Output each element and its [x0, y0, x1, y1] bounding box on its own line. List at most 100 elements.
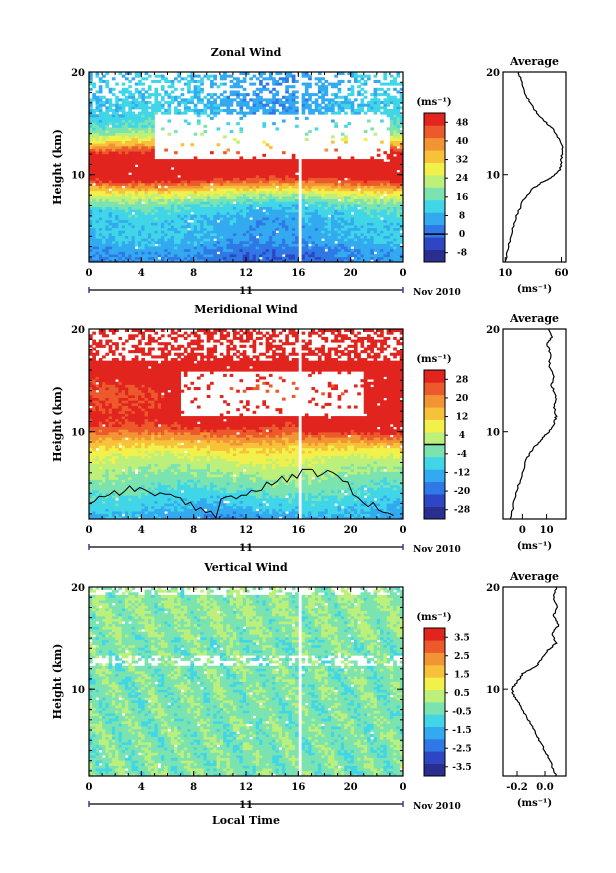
heatmap-cell [223, 170, 227, 173]
heatmap-cell [393, 127, 397, 130]
heatmap-cell [285, 230, 289, 233]
heatmap-cell [197, 257, 201, 260]
heatmap-cell [115, 122, 119, 125]
heatmap-cell [233, 188, 237, 191]
heatmap-cell [338, 80, 342, 83]
heatmap-cell [334, 233, 338, 236]
heatmap-cell [370, 241, 374, 244]
heatmap-cell [341, 254, 345, 257]
heatmap-cell [292, 236, 296, 239]
heatmap-cell [311, 183, 315, 186]
heatmap-cell [315, 209, 319, 212]
heatmap-cell [135, 133, 139, 136]
heatmap-cell [148, 120, 152, 123]
heatmap-cell [226, 188, 230, 191]
heatmap-cell [190, 249, 194, 252]
heatmap-cell [331, 193, 335, 196]
heatmap-cell [239, 246, 243, 249]
heatmap-cell [374, 164, 378, 167]
heatmap-cell [325, 90, 329, 93]
heatmap-cell [203, 159, 207, 162]
heatmap-cell [115, 104, 119, 107]
heatmap-cell [396, 212, 400, 215]
heatmap-cell [118, 238, 122, 241]
heatmap-cell [197, 88, 201, 91]
heatmap-cell [99, 156, 103, 159]
heatmap-cell [190, 80, 194, 83]
heatmap-cell [377, 193, 381, 196]
heatmap-cell [190, 167, 194, 170]
heatmap-cell [132, 207, 136, 210]
heatmap-cell [328, 246, 332, 249]
heatmap-cell [96, 254, 100, 257]
heatmap-cell [367, 109, 371, 112]
heatmap-cell [351, 251, 355, 254]
heatmap-cell [125, 90, 129, 93]
heatmap-cell [341, 228, 345, 231]
heatmap-cell [285, 172, 289, 175]
heatmap-cell [115, 236, 119, 239]
heatmap-cell [334, 207, 338, 210]
heatmap-cell [154, 185, 158, 188]
heatmap-cell [230, 178, 234, 181]
heatmap-cell [285, 207, 289, 210]
heatmap-cell [200, 112, 204, 115]
heatmap-cell [135, 230, 139, 233]
heatmap-cell [289, 244, 293, 247]
heatmap-cell [200, 249, 204, 252]
heatmap-cell [377, 104, 381, 107]
heatmap-cell [390, 215, 394, 218]
heatmap-cell [118, 104, 122, 107]
heatmap-cell [125, 238, 129, 241]
heatmap-cell [109, 120, 113, 123]
heatmap-cell [236, 257, 240, 260]
heatmap-cell [289, 201, 293, 204]
heatmap-cell [387, 204, 391, 207]
heatmap-cell [253, 207, 257, 210]
heatmap-cell [168, 209, 172, 212]
heatmap-cell [282, 162, 286, 165]
heatmap-cell [135, 143, 139, 146]
heatmap-cell [341, 244, 345, 247]
heatmap-cell [135, 201, 139, 204]
heatmap-cell [357, 159, 361, 162]
heatmap-cell [295, 238, 299, 241]
heatmap-cell [364, 222, 368, 225]
heatmap-cell [354, 236, 358, 239]
heatmap-cell [168, 85, 172, 88]
heatmap-cell [331, 83, 335, 86]
heatmap-cell [171, 90, 175, 93]
heatmap-cell [246, 196, 250, 199]
heatmap-cell [390, 249, 394, 252]
heatmap-cell [112, 164, 116, 167]
heatmap-cell [341, 178, 345, 181]
heatmap-cell [380, 183, 384, 186]
heatmap-cell [351, 93, 355, 96]
heatmap-cell [377, 180, 381, 183]
heatmap-cell [377, 154, 381, 157]
heatmap-cell [128, 244, 132, 247]
heatmap-cell [377, 212, 381, 215]
heatmap-cell [292, 238, 296, 241]
heatmap-cell [393, 88, 397, 91]
heatmap-cell [387, 185, 391, 188]
heatmap-cell [383, 164, 387, 167]
heatmap-cell [253, 172, 257, 175]
heatmap-cell [275, 201, 279, 204]
heatmap-cell [279, 233, 283, 236]
heatmap-cell [112, 154, 116, 157]
heatmap-cell [233, 98, 237, 101]
heatmap-cell [318, 201, 322, 204]
heatmap-cell [292, 212, 296, 215]
heatmap-cell [305, 193, 309, 196]
heatmap-cell [341, 138, 345, 141]
heatmap-cell [177, 191, 181, 194]
heatmap-cell [239, 251, 243, 254]
heatmap-cell [135, 120, 139, 123]
heatmap-cell [181, 215, 185, 218]
heatmap-cell [318, 225, 322, 228]
heatmap-cell [338, 162, 342, 165]
heatmap-cell [112, 249, 116, 252]
heatmap-cell [217, 106, 221, 109]
heatmap-cell [246, 172, 250, 175]
